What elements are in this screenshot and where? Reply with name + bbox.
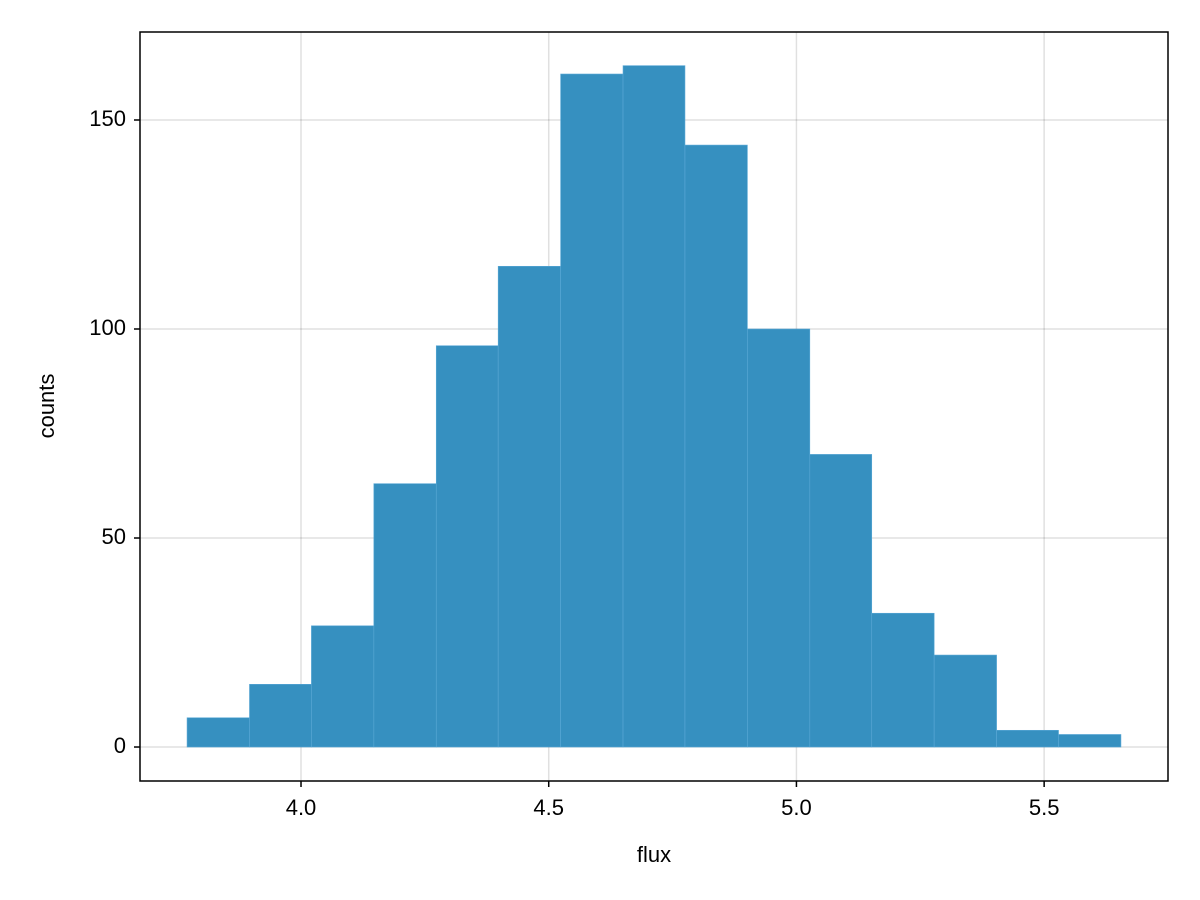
bar <box>186 717 250 748</box>
bar <box>373 483 437 748</box>
bar <box>497 265 561 748</box>
y-tick-label: 100 <box>89 315 126 340</box>
bar <box>809 454 873 748</box>
bar <box>996 729 1059 748</box>
bar <box>311 625 375 748</box>
y-tick-label: 150 <box>89 106 126 131</box>
bar <box>249 684 312 748</box>
bar <box>933 654 997 748</box>
bar <box>435 345 499 748</box>
x-tick-label: 4.5 <box>533 795 564 820</box>
bar <box>1058 734 1122 748</box>
bar <box>871 612 935 748</box>
x-tick-label: 5.5 <box>1029 795 1060 820</box>
x-tick-label: 5.0 <box>781 795 812 820</box>
x-axis-label: flux <box>637 842 671 867</box>
bar <box>684 144 748 748</box>
y-tick-label: 50 <box>102 524 126 549</box>
bar <box>622 65 686 748</box>
plot-frame <box>139 31 1169 782</box>
x-tick-label: 4.0 <box>286 795 317 820</box>
y-tick-label: 0 <box>114 733 126 758</box>
bar <box>747 328 811 748</box>
bar <box>560 73 624 748</box>
y-axis-label: counts <box>34 374 59 439</box>
